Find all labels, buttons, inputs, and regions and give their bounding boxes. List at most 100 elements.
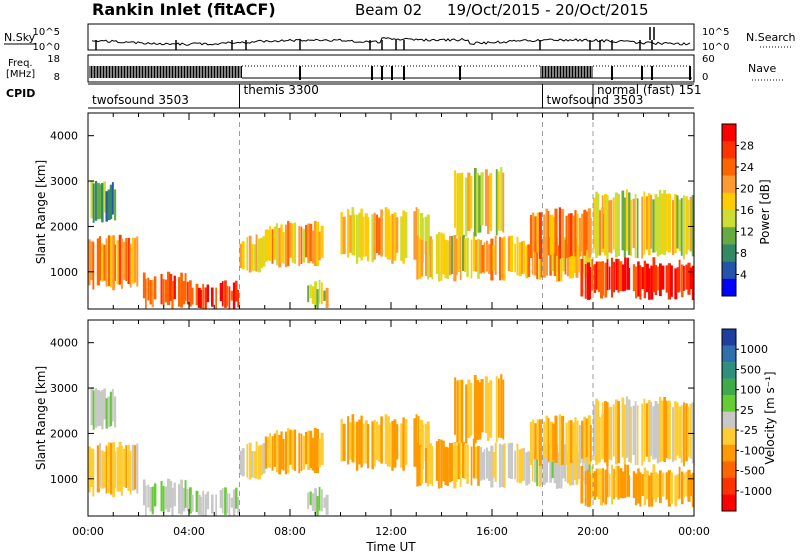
velocity-echo-cell: [373, 419, 376, 467]
power-echo-cell: [611, 257, 613, 298]
colorbar-tick-label: 12: [740, 226, 754, 239]
power-echo-cell: [621, 190, 625, 251]
velocity-echo-cell: [613, 468, 615, 500]
power-echo-cell: [624, 257, 627, 291]
y-tick-label: 1000: [50, 473, 78, 486]
velocity-echo-region: [307, 486, 329, 516]
power-echo-cell: [481, 245, 485, 273]
velocity-echo-cell: [232, 489, 236, 516]
velocity-echo-cell: [153, 483, 157, 507]
velocity-echo-cell: [593, 404, 596, 456]
velocity-echo-cell: [584, 450, 587, 485]
velocity-echo-cell: [490, 445, 494, 488]
power-echo-cell: [99, 236, 102, 281]
velocity-echo-cell: [639, 472, 642, 507]
nsky-tick-bottom: 10^0: [33, 42, 60, 53]
power-echo-cell: [153, 276, 157, 300]
velocity-echo-cell: [586, 469, 590, 507]
velocity-echo-cell: [569, 444, 572, 486]
velocity-echo-cell: [527, 451, 531, 484]
power-echo-cell: [645, 196, 649, 250]
velocity-echo-cell: [645, 470, 649, 500]
velocity-echo-cell: [689, 474, 693, 497]
velocity-echo-cell: [617, 401, 620, 463]
velocity-echo-cell: [307, 430, 311, 471]
power-echo-cell: [186, 281, 189, 305]
velocity-echo-cell: [389, 422, 391, 467]
power-echo-cell: [353, 214, 356, 256]
x-tick-label: 16:00: [476, 525, 508, 538]
colorbar-tick-label: 100: [740, 384, 761, 397]
velocity-echo-cell: [484, 376, 488, 433]
velocity-echo-cell: [547, 418, 550, 463]
power-echo-cell: [643, 260, 646, 299]
velocity-echo-cell: [595, 468, 598, 497]
velocity-echo-cell: [652, 464, 656, 500]
velocity-echo-cell: [635, 473, 638, 506]
velocity-echo-cell: [448, 443, 452, 483]
velocity-echo-cell: [404, 419, 408, 466]
velocity-echo-cell: [349, 422, 352, 460]
power-echo-cell: [626, 257, 629, 290]
power-echo-cell: [683, 266, 685, 291]
velocity-echo-cell: [663, 397, 666, 462]
velocity-echo-cell: [253, 451, 257, 479]
velocity-echo-cell: [632, 405, 636, 456]
power-echo-cell: [224, 280, 227, 308]
power-echo-cell: [105, 238, 108, 287]
velocity-echo-cell: [219, 490, 223, 509]
velocity-echo-region: [529, 414, 607, 466]
power-echo-cell: [498, 171, 500, 231]
power-xaxis: [87, 113, 695, 309]
velocity-echo-cell: [623, 404, 626, 465]
velocity-echo-cell: [442, 440, 445, 482]
velocity-echo-cell: [582, 443, 584, 481]
velocity-echo-cell: [652, 406, 656, 460]
velocity-echo-cell: [262, 443, 266, 474]
velocity-echo-cell: [204, 494, 207, 516]
velocity-echo-cell: [608, 407, 612, 460]
velocity-echo-cell: [489, 380, 493, 438]
velocity-echo-cell: [109, 391, 113, 426]
velocity-echo-cell: [435, 441, 439, 481]
power-echo-cell: [516, 236, 519, 276]
velocity-echo-cell: [601, 402, 604, 456]
power-echo-cell: [473, 168, 477, 237]
time-axis-labels: 00:00 04:00 08:00 12:00 16:00 20:00 00:00: [72, 525, 710, 538]
velocity-echo-cell: [654, 401, 658, 459]
power-echo-cell: [178, 277, 181, 307]
power-echo-cell: [564, 239, 567, 275]
velocity-echo-cell: [630, 406, 632, 464]
freq-panel: Freq. [MHz] 18 8 60 0 Nave: [6, 54, 784, 83]
power-echo-cell: [116, 240, 120, 285]
power-echo-cell: [477, 238, 480, 279]
y-tick-label: 3000: [50, 175, 78, 188]
velocity-echo-cell: [340, 418, 343, 462]
power-echo-cell: [305, 224, 308, 258]
beam-label: Beam 02: [355, 1, 422, 19]
power-echo-cell: [325, 287, 329, 308]
power-echo-cell: [585, 211, 588, 251]
colorbar-tick-label: 16: [740, 204, 754, 217]
power-echo-cell: [542, 237, 546, 278]
power-echo-cell: [107, 189, 111, 221]
velocity-echo-cell: [561, 415, 565, 465]
y-tick-label: 3000: [50, 382, 78, 395]
velocity-echo-cell: [300, 433, 303, 471]
velocity-echo-cell: [200, 496, 202, 516]
power-echo-cell: [621, 264, 625, 292]
velocity-echo-cell: [342, 423, 346, 461]
power-echo-cell: [606, 257, 609, 291]
power-echo-cell: [114, 244, 116, 281]
power-echo-cell: [371, 214, 374, 263]
power-echo-cell: [282, 232, 285, 264]
power-echo-cell: [503, 236, 506, 281]
velocity-echo-cell: [415, 414, 418, 464]
power-echo-cell: [529, 214, 533, 258]
power-echo-cell: [349, 215, 352, 253]
power-echo-cell: [136, 236, 139, 287]
velocity-echo-cell: [206, 491, 210, 510]
power-echo-cell: [323, 290, 326, 301]
velocity-echo-cell: [107, 396, 111, 428]
power-echo-cell: [94, 181, 98, 221]
